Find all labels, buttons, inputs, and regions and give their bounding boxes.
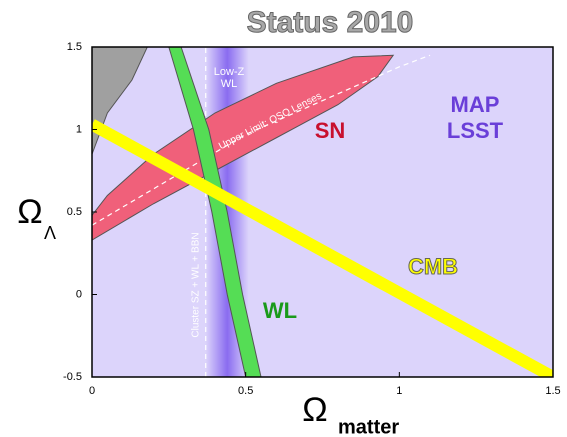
constraint-line xyxy=(92,119,553,377)
y-label-sub: Λ xyxy=(44,223,56,243)
chart-title: Status 2010 xyxy=(247,6,414,39)
x-tick-label: 1.5 xyxy=(545,385,560,397)
region xyxy=(92,47,148,155)
series-label: Low-Z WL xyxy=(213,66,245,90)
series-label: WL xyxy=(262,298,298,323)
annotation: MAP LSST xyxy=(446,92,504,143)
series-label: Cluster SZ + WL + BBN xyxy=(190,232,201,337)
y-label: Ω xyxy=(17,193,42,231)
x-tick-label: 1 xyxy=(396,385,402,397)
series-label: CMB xyxy=(407,254,459,280)
x-tick-label: 0 xyxy=(89,385,95,397)
y-tick-label: 1 xyxy=(76,123,82,135)
y-tick-label: 1.5 xyxy=(67,41,82,53)
series-label: SN xyxy=(314,118,346,143)
x-label: Ω xyxy=(302,391,327,429)
y-tick-label: 0.5 xyxy=(67,206,82,218)
region xyxy=(92,54,395,241)
x-label-sub: matter xyxy=(338,416,399,437)
y-tick-label: 0 xyxy=(76,288,82,300)
x-tick-label: 0.5 xyxy=(238,385,253,397)
dashed-line xyxy=(92,54,431,226)
y-tick-label: -0.5 xyxy=(63,371,82,383)
